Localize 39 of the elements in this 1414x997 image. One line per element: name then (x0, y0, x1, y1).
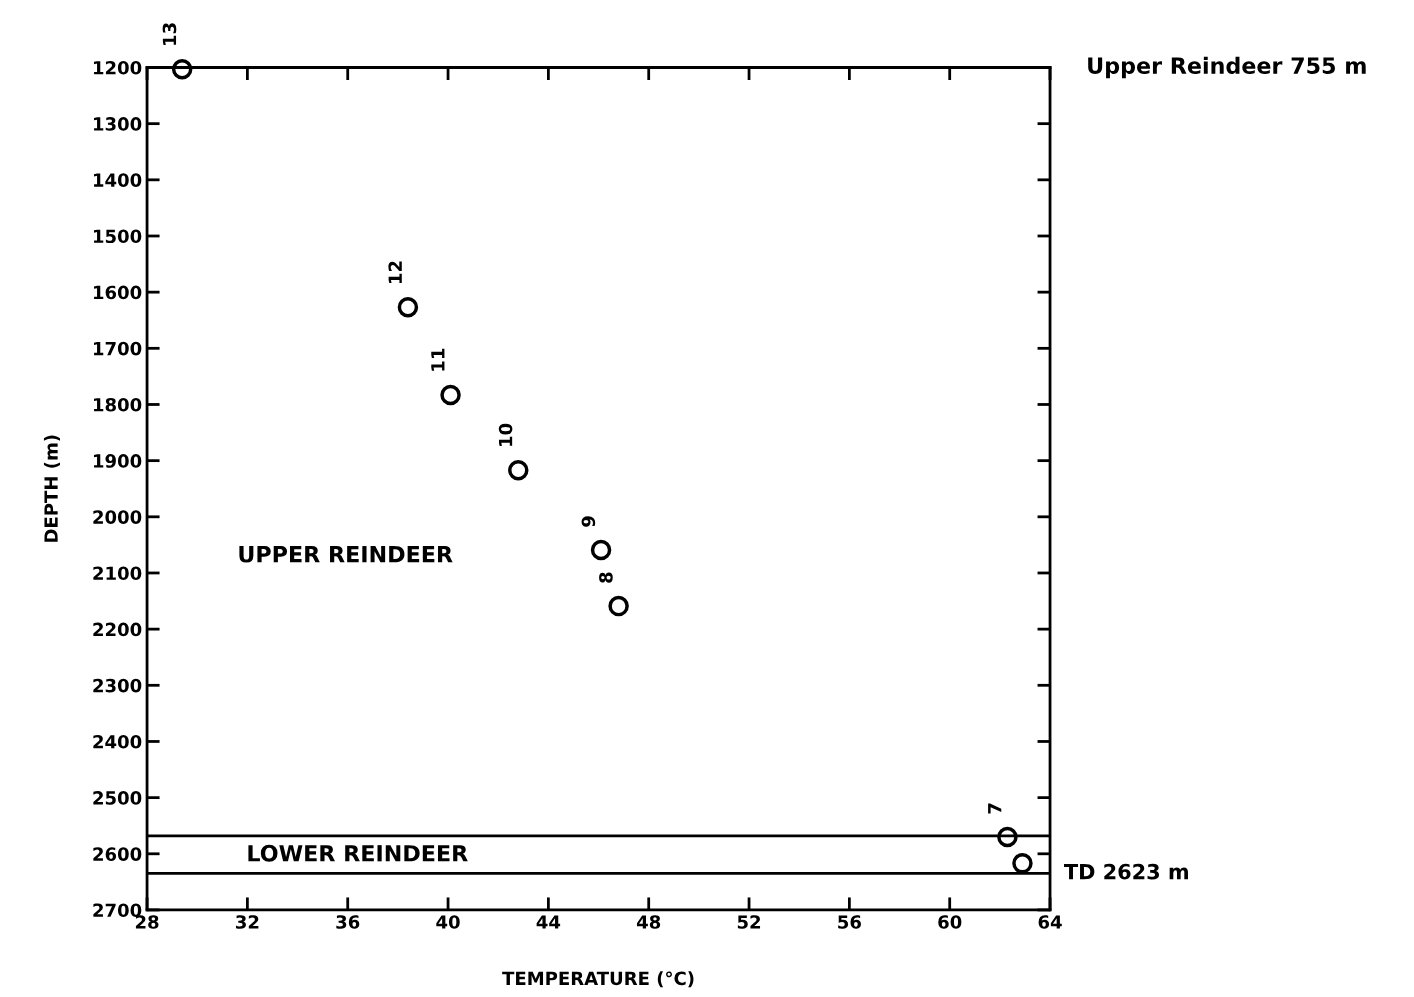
annotation: 12 (388, 261, 402, 284)
annotation: 13 (162, 23, 177, 45)
y-tick-label: 1600 (93, 285, 142, 300)
x-tick-label: 32 (236, 915, 259, 929)
x-tick-label: 40 (436, 915, 460, 929)
y-tick-label: 1300 (93, 117, 142, 131)
x-tick-label: 64 (1038, 915, 1062, 929)
y-tick-label: 2600 (93, 847, 142, 861)
annotation: UPPER REINDEER (239, 546, 453, 563)
annotation: LOWER REINDEER (248, 844, 468, 862)
y-tick-label: 1700 (93, 341, 142, 356)
x-tick-label: 60 (938, 915, 962, 929)
x-tick-label: 44 (536, 915, 561, 929)
y-tick-label: 1200 (93, 60, 142, 75)
x-tick-label: 36 (336, 915, 360, 929)
annotation: 10 (498, 423, 513, 446)
y-tick-label: 2300 (93, 678, 142, 693)
y-tick-label: 1500 (93, 229, 142, 244)
annotation: 8 (599, 572, 613, 583)
annotation: 9 (581, 516, 596, 527)
x-tick-label: 52 (737, 915, 761, 929)
x-tick-label: 48 (636, 915, 661, 929)
ref-line-label: TD 2623 m (1064, 863, 1188, 880)
y-tick-label: 1800 (93, 397, 142, 412)
x-axis-title: TEMPERATURE (°C) (502, 971, 694, 988)
y-tick-label: 2500 (93, 791, 142, 805)
annotation: 11 (431, 348, 445, 371)
x-tick-label: 56 (838, 915, 861, 929)
y-tick-label: 1400 (93, 173, 142, 187)
y-tick-label: 1900 (93, 454, 142, 468)
y-tick-label: 2200 (93, 622, 142, 637)
y-tick-label: 2000 (93, 510, 142, 524)
y-tick-label: 2400 (93, 734, 142, 749)
annotation: 7 (988, 803, 1002, 814)
text: Upper Reindeer 755 m (1088, 56, 1366, 79)
y-tick-label: 2700 (93, 903, 142, 918)
x-tick-label: 28 (135, 915, 159, 929)
y-tick-label: 2100 (93, 566, 142, 581)
y-axis-title: DEPTH (m) (43, 435, 61, 542)
